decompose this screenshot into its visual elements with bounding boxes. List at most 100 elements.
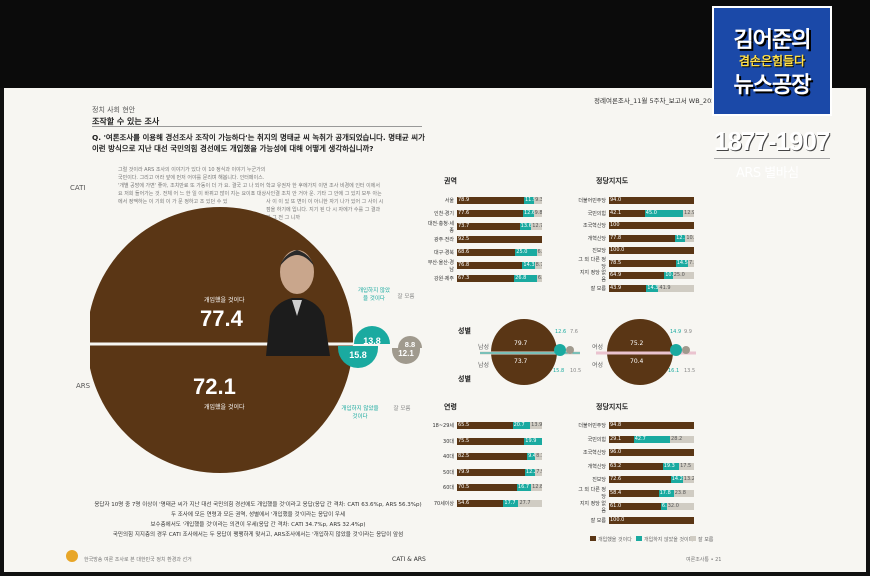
stacked-bar: 78.514.57.0 xyxy=(609,259,694,267)
bar-segment-yes: 67.3 xyxy=(457,275,515,282)
bar-row-label: 인천·경기 xyxy=(434,211,454,217)
age-title: 연령 xyxy=(444,403,457,411)
bar-row: 개혁신당 63.2 19.3 17.5 xyxy=(576,462,694,470)
bar-segment-unsure: 17.5 xyxy=(679,462,694,470)
female-unsure-cati: 9.9 xyxy=(684,329,692,335)
stacked-bar: 92.5 xyxy=(457,236,542,243)
bar-row-label: 진보당 xyxy=(592,477,606,483)
summary-text: 응답자 10명 중 7명 이상이 '명태균 씨가 지난 대선 국민의힘 경선에도… xyxy=(88,500,428,540)
bar-segment-unsure: 13.9 xyxy=(530,422,542,429)
bar-segment-no: 10.0 xyxy=(664,272,673,279)
bar-segment-unsure: 9.8 xyxy=(533,210,542,217)
bar-segment-yes: 72.6 xyxy=(609,476,671,483)
bar-segment-no: 11.9 xyxy=(523,197,535,204)
bar-segment-unsure: 28.2 xyxy=(670,435,694,443)
bar-row: 30대 75.5 19.9 xyxy=(424,437,542,445)
bar-segment-yes: 77.6 xyxy=(457,210,523,217)
bar-segment-unsure: 6.4 xyxy=(536,249,542,256)
bar-segment-no: 26.8 xyxy=(514,275,537,282)
male-no-circle xyxy=(554,344,566,356)
bar-row: 그 외 다른 정당 58.4 17.8 23.8 xyxy=(576,487,694,500)
report-category: 정치 사회 현안 xyxy=(92,106,136,114)
bar-row-label: 70세이상 xyxy=(433,500,454,507)
bar-row-label: 잘 모름 xyxy=(590,285,606,292)
presenter-hair xyxy=(280,250,314,266)
bar-segment-yes: 58.4 xyxy=(609,489,659,497)
stacked-bar: 67.326.86.0 xyxy=(457,275,542,282)
phone-number: 1877-1907 xyxy=(714,126,830,156)
bar-row-label: 국민의힘 xyxy=(587,210,606,217)
bar-segment-yes: 65.5 xyxy=(457,422,513,429)
male-no-cati: 12.6 xyxy=(555,329,567,335)
bar-row: 대전·충청·세종 73.7 13.6 12.7 xyxy=(424,221,542,234)
verbatim-quote-right: 학교 유권자 한 후에가지 이번 조사 비경에 인터 이에서 사인결 조치 안 … xyxy=(266,183,384,221)
bar-segment-yes: 94.0 xyxy=(609,197,694,204)
bar-row: 국민의힘 42.1 45.0 12.9 xyxy=(576,209,694,217)
bar-segment-yes: 64.9 xyxy=(609,272,665,279)
stacked-bar: 79.912.27.9 xyxy=(457,468,542,476)
bar-row-label: 50대 xyxy=(443,469,454,476)
stacked-bar: 68.625.06.4 xyxy=(457,249,542,256)
legend-yes: 개입했을 것이다 xyxy=(590,536,632,543)
bar-segment-unsure: 27.7 xyxy=(518,499,542,507)
header-divider xyxy=(92,126,422,127)
cati-yes-label: 개입했을 것이다 xyxy=(204,297,245,304)
bar-row-label: 더불어민주당 xyxy=(578,198,606,204)
bar-row-label: 서울 xyxy=(444,198,454,204)
bar-segment-yes: 75.5 xyxy=(457,437,525,445)
bar-segment-yes: 96.0 xyxy=(609,449,694,456)
stacked-bar: 94.8 xyxy=(609,422,694,429)
page-number: 여론조사통 • 21 xyxy=(686,557,722,563)
stacked-bar: 82.59.48.1 xyxy=(457,453,542,460)
bar-segment-no: 25.0 xyxy=(515,249,537,256)
bar-segment-unsure: 12.9 xyxy=(683,209,694,217)
bar-row: 조국혁신당 96.0 xyxy=(576,449,694,456)
bar-row-label: 지지 정당 없음 xyxy=(579,269,606,283)
bar-segment-no: 17.8 xyxy=(658,489,674,497)
female-unsure-circle xyxy=(682,346,690,354)
presenter-body xyxy=(266,298,330,356)
bar-segment-unsure: 9.3 xyxy=(534,197,542,204)
ars-membership-label: ARS 별바심 xyxy=(736,166,799,181)
bar-segment-no: 14.2 xyxy=(670,476,683,483)
bar-segment-yes: 94.8 xyxy=(609,422,694,429)
footer-strip: 한국방송 여론 조사로 본 대한민국 정치 환경과 선거 xyxy=(84,557,192,563)
bar-segment-no: 12.6 xyxy=(522,210,534,217)
survey-question: Q. '여론조사를 이용해 경선조사 조작이 가능하다'는 취지의 명태균 씨 … xyxy=(92,133,425,153)
bar-row: 더불어민주당 94.0 xyxy=(576,197,694,204)
bar-row-label: 대구·경북 xyxy=(434,250,454,256)
bar-segment-yes: 92.5 xyxy=(457,236,542,243)
gender-circle-chart xyxy=(480,319,696,385)
bar-row-label: 40대 xyxy=(443,454,454,460)
bar-row-label: 잘 모름 xyxy=(590,517,606,524)
bar-segment-unsure: 13.2 xyxy=(682,476,694,483)
male-no-ars: 15.8 xyxy=(553,368,565,374)
bar-segment-unsure: 12.7 xyxy=(531,223,542,230)
bar-row-label: 조국혁신당 xyxy=(582,450,606,456)
bar-row-label: 부산·울산·경남 xyxy=(427,259,454,273)
stacked-bar: 100.0 xyxy=(609,516,694,524)
stacked-bar: 61.06.932.0 xyxy=(609,503,694,510)
bar-segment-unsure: 6.0 xyxy=(536,275,542,282)
ars-label: ARS xyxy=(76,382,91,390)
ars-yes-label: 개입했을 것이다 xyxy=(204,404,245,411)
bar-segment-no: 12.1 xyxy=(675,234,686,242)
bar-row-label: 18~29세 xyxy=(432,423,454,429)
channel-logo: 김어준의 겸손은힘들다 뉴스공장 xyxy=(712,6,832,116)
bar-segment-no: 9.4 xyxy=(527,453,536,460)
bar-row: 70세이상 54.6 17.7 27.7 xyxy=(424,499,542,507)
stacked-bar: 77.812.110.2 xyxy=(609,234,694,242)
female-yes-cati: 75.2 xyxy=(630,340,644,347)
bar-row: 광주·전라 92.5 xyxy=(424,236,542,243)
bar-segment-unsure: 10.2 xyxy=(685,234,694,242)
bar-row-label: 그 외 다른 정당 xyxy=(578,257,606,270)
bar-segment-no: 20.7 xyxy=(512,422,531,429)
male-label-top: 남성 xyxy=(478,344,490,351)
bar-row: 잘 모름 43.9 14.3 41.9 xyxy=(576,284,694,292)
female-no-cati: 14.9 xyxy=(670,329,682,335)
stacked-bar: 100.0 xyxy=(609,247,694,254)
bar-row-label: 국민의힘 xyxy=(587,436,606,443)
